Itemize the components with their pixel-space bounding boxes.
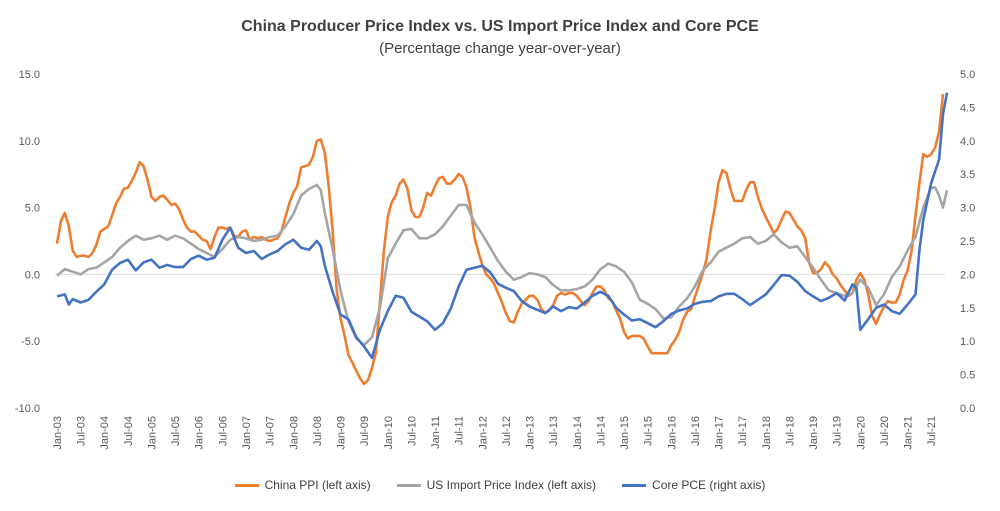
x-tick-label: Jul-13 — [548, 416, 560, 446]
legend-swatch — [622, 483, 647, 487]
x-tick-label: Jul-06 — [217, 416, 229, 446]
right-tick-label: 1.0 — [960, 336, 975, 348]
series-line-core-pce-right-axis — [56, 92, 949, 360]
legend-item: US Import Price Index (left axis) — [396, 478, 597, 492]
right-tick-label: 3.0 — [960, 203, 975, 215]
x-tick-label: Jan-04 — [99, 416, 111, 450]
x-tick-label: Jul-15 — [643, 416, 655, 446]
legend-swatch — [234, 483, 259, 487]
x-tick-label: Jan-18 — [761, 416, 773, 450]
x-tick-label: Jan-08 — [288, 416, 300, 450]
x-tick-label: Jul-09 — [359, 416, 371, 446]
legend-item: Core PCE (right axis) — [622, 478, 765, 492]
x-tick-label: Jul-03 — [76, 416, 88, 446]
right-tick-label: 3.5 — [960, 169, 975, 181]
x-tick-label: Jan-19 — [808, 416, 820, 450]
right-tick-label: 4.5 — [960, 102, 975, 114]
x-tick-label: Jan-17 — [714, 416, 726, 450]
series-line-china-ppi-left-axis — [55, 93, 945, 386]
right-tick-label: 5.0 — [960, 69, 975, 81]
x-tick-label: Jul-12 — [501, 416, 513, 446]
legend-item: China PPI (left axis) — [234, 478, 371, 492]
legend-swatch — [396, 483, 421, 487]
x-tick-label: Jan-06 — [194, 416, 206, 450]
x-tick-label: Jul-07 — [265, 416, 277, 446]
x-tick-label: Jan-16 — [666, 416, 678, 450]
right-tick-label: 0.5 — [960, 370, 975, 382]
legend-label: China PPI (left axis) — [264, 478, 371, 492]
left-axis: -10.0 -5.0 0.0 5.0 10.0 15.0 — [15, 69, 40, 415]
series-lines — [55, 92, 949, 386]
left-tick-label: 15.0 — [19, 69, 40, 81]
legend-label: US Import Price Index (left axis) — [426, 478, 597, 492]
left-tick-label: -10.0 — [15, 403, 40, 415]
x-tick-label: Jan-03 — [52, 416, 64, 450]
x-tick-label: Jan-15 — [619, 416, 631, 450]
x-tick-label: Jul-04 — [123, 416, 135, 446]
chart-subtitle: (Percentage change year-over-year) — [379, 40, 621, 57]
x-tick-label: Jul-05 — [170, 416, 182, 446]
x-tick-label: Jan-21 — [903, 416, 915, 450]
x-tick-label: Jul-21 — [926, 416, 938, 446]
x-tick-label: Jan-10 — [383, 416, 395, 450]
x-tick-label: Jul-08 — [312, 416, 324, 446]
right-tick-label: 1.5 — [960, 303, 975, 315]
legend-label: Core PCE (right axis) — [652, 478, 766, 492]
chart-title: China Producer Price Index vs. US Import… — [241, 18, 759, 35]
x-tick-label: Jan-12 — [477, 416, 489, 450]
right-tick-label: 4.0 — [960, 136, 975, 148]
legend: China PPI (left axis) US Import Price Ind… — [0, 478, 1000, 492]
left-tick-label: -5.0 — [21, 336, 40, 348]
x-tick-label: Jul-11 — [454, 416, 466, 445]
x-tick-label: Jul-20 — [879, 416, 891, 446]
series-line-us-import-price-index-left-axis — [56, 183, 949, 347]
left-tick-label: 5.0 — [25, 203, 40, 215]
x-tick-label: Jan-20 — [855, 416, 867, 450]
x-tick-label: Jul-19 — [832, 416, 844, 446]
x-tick-label: Jan-05 — [146, 416, 158, 450]
right-axis: 0.0 0.5 1.0 1.5 2.0 2.5 3.0 3.5 4.0 4.5 5.0 — [960, 69, 975, 415]
x-tick-label: Jul-16 — [690, 416, 702, 446]
x-tick-label: Jan-09 — [336, 416, 348, 450]
x-tick-label: Jan-07 — [241, 416, 253, 450]
right-tick-label: 2.0 — [960, 269, 975, 281]
x-tick-label: Jul-10 — [406, 416, 418, 446]
left-tick-label: 10.0 — [19, 136, 40, 148]
right-tick-label: 2.5 — [960, 236, 975, 248]
left-tick-label: 0.0 — [25, 269, 40, 281]
line-chart: -10.0 -5.0 0.0 5.0 10.0 15.0 0.0 0.5 1.0 1.5 2.0 2… — [15, 69, 975, 450]
x-tick-label: Jul-14 — [595, 416, 607, 446]
x-tick-label: Jan-13 — [525, 416, 537, 450]
x-axis: Jan-03 Jul-03 Jan-04 Jul-04 Jan-05 Jul-05 Jan-… — [52, 416, 938, 450]
x-tick-label: Jan-14 — [572, 416, 584, 450]
x-tick-label: Jul-18 — [784, 416, 796, 446]
right-tick-label: 0.0 — [960, 403, 975, 415]
x-tick-label: Jan-11 — [430, 416, 442, 449]
x-tick-label: Jul-17 — [737, 416, 749, 446]
